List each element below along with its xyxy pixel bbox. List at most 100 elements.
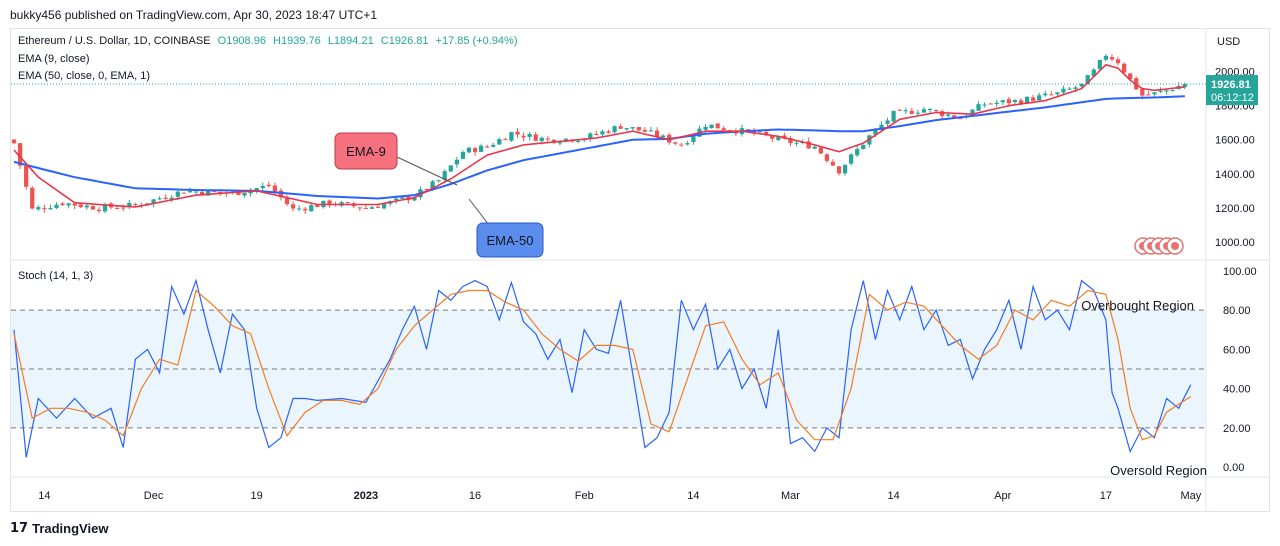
ema9-pointer [396,156,458,186]
candle-body [521,135,526,138]
candle-body [1170,90,1175,92]
candle-body [545,138,550,140]
time-tick-label: Feb [575,490,594,502]
candle-body [96,209,102,211]
candle-body [303,208,308,211]
candle-body [1073,87,1078,89]
candle-body [915,112,920,114]
candle-body [1006,99,1011,104]
candle-body [454,159,459,165]
candle-body [66,203,71,206]
price-legend: Ethereum / U.S. Dollar, 1D, COINBASE O19… [18,35,518,47]
current-price-tag [1206,75,1258,106]
candle-body [394,198,399,201]
candle-body [1128,73,1133,80]
candle-body [472,148,478,153]
candle-body [606,131,611,133]
candle-body [151,199,156,204]
candle-body [309,205,314,212]
price-tick-label: 1000.00 [1215,237,1255,249]
event-badge-dot [1171,242,1179,250]
stoch-tick-label: 20.00 [1223,423,1251,435]
stoch-tick-label: 80.00 [1223,305,1251,317]
candle-body [958,118,963,120]
ema50-pointer [468,198,490,226]
candle-body [84,205,89,208]
price-tick-label: 1200.00 [1215,203,1255,215]
candle-body [485,146,490,148]
stoch-k-line [13,278,1192,458]
candle-body [327,200,332,205]
candle-body [1024,96,1030,104]
candle-body [660,135,666,138]
candle-body [988,103,993,105]
candle-body [430,181,435,190]
candle-body [460,152,466,159]
brand-label: TradingView [32,520,109,536]
time-tick-label: 16 [469,490,481,502]
candle-body [497,139,502,145]
time-tick-label: 19 [251,490,263,502]
candle-body [1079,83,1084,87]
candle-body [424,189,429,191]
tradingview-logo[interactable]: 𝟭𝟳 TradingView [10,520,108,536]
candle-body [357,207,362,209]
candle-body [133,203,138,205]
current-price-label: 1926.81 [1211,79,1251,91]
chart-frame: EMA-9 EMA-50 Overbought Region Oversold Reg… [10,28,1270,512]
stoch-tick-label: 40.00 [1223,384,1251,396]
ema9-legend[interactable]: EMA (9, close) [18,53,90,65]
candle-body [715,123,720,129]
candle-body [1152,92,1157,95]
candle-body [36,207,41,210]
time-tick-label: Apr [994,490,1011,502]
candle-body [163,197,168,199]
candle-body [758,131,763,133]
candle-body [721,128,726,131]
ema50-legend[interactable]: EMA (50, close, 0, EMA, 1) [18,70,151,82]
candle-body [927,108,933,111]
time-tick-label: 14 [687,490,699,502]
candle-body [1000,100,1005,103]
candle-body [242,192,247,196]
stoch-tick-label: 100.00 [1223,266,1257,278]
candle-body [145,203,150,205]
candle-body [903,110,908,112]
candle-body [169,197,174,200]
candle-body [685,143,690,145]
candle-body [345,202,350,204]
candle-body [206,190,211,196]
candle-body [1043,93,1048,96]
candle-body [824,154,829,161]
candle-body [897,109,902,111]
time-tick-label: May [1180,490,1201,502]
stoch-legend[interactable]: Stoch (14, 1, 3) [18,270,94,282]
candle-body [400,197,405,199]
chart-canvas[interactable]: EMA-9 EMA-50 Overbought Region Oversold Reg… [11,29,1269,511]
candle-body [770,135,775,139]
candle-body [1012,99,1018,103]
candle-body [630,127,635,129]
candle-body [369,207,375,209]
candle-body [60,203,65,206]
candle-body [612,126,617,133]
candle-body [624,128,629,130]
candle-body [576,140,581,142]
candle-body [1146,94,1151,96]
candle-body [1158,90,1163,92]
ema9-line [13,63,1185,208]
candle-body [764,131,769,136]
candle-body [466,147,472,153]
candle-body [527,133,532,137]
candle-body [933,110,939,112]
candle-body [442,171,447,180]
candle-body [78,204,83,208]
candle-body [861,144,866,150]
candle-body [794,142,799,144]
candle-body [1030,97,1036,101]
ema50-callout-box [476,222,544,258]
candle-body [1140,88,1145,96]
candle-body [588,133,593,139]
candle-body [42,208,47,210]
candle-body [381,203,387,209]
